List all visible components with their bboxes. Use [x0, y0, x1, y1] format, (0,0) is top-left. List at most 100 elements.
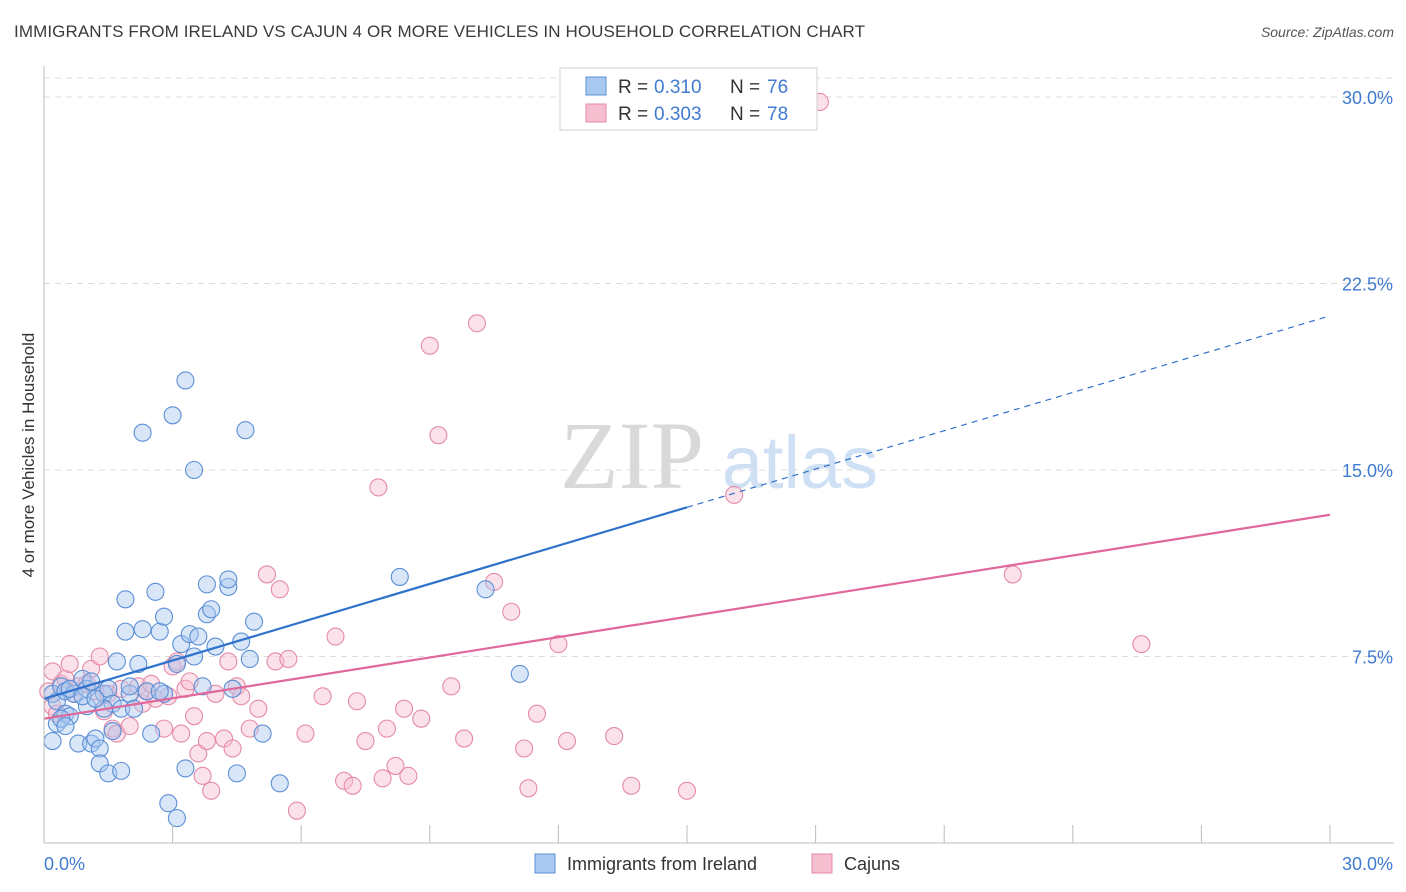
cajun-point: [1003, 565, 1022, 584]
ireland-point: [253, 724, 272, 743]
cajun-point: [395, 699, 414, 718]
cajun-point: [279, 649, 298, 669]
axes-layer: [43, 66, 1394, 844]
cajun-point: [373, 769, 392, 788]
ireland-point: [86, 689, 105, 708]
ireland-point: [69, 734, 88, 753]
legend-top: R = 0.310 N = 76 R = 0.303 N = 78: [559, 67, 818, 131]
ireland-point: [197, 575, 216, 594]
cajun-point: [326, 627, 345, 646]
bottom-legend-label-ireland: Immigrants from Ireland: [567, 854, 757, 874]
grid-layer: [44, 77, 1394, 657]
cajun-point: [557, 731, 577, 751]
ireland-point: [167, 809, 186, 828]
legend-bottom: Immigrants from Ireland Cajuns: [534, 853, 900, 874]
cajun-point: [549, 635, 568, 654]
cajun-point: [120, 717, 139, 736]
ireland-trend-line: [43, 506, 688, 700]
ireland-point: [176, 759, 195, 778]
tick-labels: 7.5% 15.0% 22.5% 30.0% 0.0% 30.0%: [44, 88, 1393, 874]
bottom-legend-swatch-ireland: [534, 853, 556, 874]
ireland-point: [510, 664, 529, 683]
cajun-trend-line: [43, 513, 1331, 720]
ireland-point: [476, 580, 495, 599]
ireland-point: [163, 406, 182, 425]
cajun-point: [219, 652, 238, 671]
ireland-point: [150, 622, 169, 641]
cajun-point: [197, 731, 216, 751]
ireland-point: [150, 682, 169, 701]
ireland-point: [154, 607, 174, 626]
chart-title: IMMIGRANTS FROM IRELAND VS CAJUN 4 OR MO…: [14, 22, 866, 41]
cajun-point: [184, 707, 204, 726]
ireland-point: [227, 764, 246, 783]
legend-r-label-1: R =: [618, 77, 648, 98]
cajun-point: [515, 739, 534, 758]
ireland-point: [193, 677, 212, 696]
ireland-point: [133, 423, 152, 442]
cajun-point: [257, 565, 276, 584]
legend-n-value-1: 76: [767, 77, 788, 98]
watermark-zip: ZIP: [560, 402, 704, 509]
x-tick-label: 0.0%: [44, 854, 85, 874]
cajun-point: [455, 729, 474, 748]
cajun-point: [399, 766, 418, 785]
cajun-point: [442, 677, 461, 696]
legend-swatch-ireland: [585, 76, 607, 96]
cajun-point: [202, 781, 221, 800]
cajun-point: [467, 314, 487, 333]
cajun-point: [386, 756, 405, 775]
ireland-point: [116, 590, 135, 609]
x-tick-label: 30.0%: [1342, 854, 1393, 874]
cajun-point: [677, 781, 697, 800]
ireland-point: [133, 620, 152, 639]
ireland-point: [43, 731, 62, 751]
cajun-point: [605, 727, 624, 746]
y-tick-label: 22.5%: [1342, 275, 1393, 295]
bottom-legend-label-cajun: Cajuns: [844, 854, 900, 874]
cajun-point: [420, 336, 439, 355]
trend-lines: [43, 315, 1331, 720]
cajun-point: [313, 687, 332, 706]
ireland-point: [129, 654, 148, 674]
ireland-points: [43, 371, 529, 828]
cajun-point: [249, 699, 268, 718]
cajun-point: [369, 478, 388, 497]
ireland-point: [240, 649, 259, 669]
cajun-point: [223, 739, 242, 758]
ireland-point: [142, 724, 161, 743]
bottom-legend-swatch-cajun: [811, 853, 833, 874]
legend-n-label-1: N =: [730, 77, 760, 98]
cajun-point: [519, 779, 538, 798]
ireland-point: [107, 652, 126, 671]
cajun-point: [527, 704, 547, 723]
ireland-point: [103, 722, 122, 741]
watermark: ZIP atlas: [560, 402, 878, 509]
legend-r-value-2: 0.303: [654, 104, 702, 125]
cajun-point: [172, 724, 191, 743]
legend-n-label-2: N =: [730, 104, 760, 125]
cajun-point: [1132, 635, 1151, 654]
ireland-point: [56, 717, 75, 736]
cajun-point: [622, 776, 641, 795]
cajun-point: [270, 580, 289, 599]
cajun-point: [347, 692, 366, 711]
cajun-point: [296, 724, 315, 743]
cajun-point: [189, 744, 208, 763]
watermark-atlas: atlas: [722, 421, 878, 504]
ireland-point: [219, 577, 238, 596]
cajun-point: [343, 776, 362, 795]
ireland-point: [86, 729, 105, 748]
cajun-point: [193, 766, 212, 785]
legend-r-value-1: 0.310: [654, 77, 702, 98]
cajun-point: [90, 647, 109, 666]
legend-r-label-2: R =: [618, 104, 648, 125]
cajun-point: [429, 426, 448, 445]
cajun-point: [412, 709, 431, 728]
ireland-point: [206, 637, 225, 656]
cajun-point: [502, 602, 521, 621]
cajun-point: [377, 719, 396, 738]
ireland-point: [236, 421, 255, 440]
cajun-point: [356, 731, 375, 751]
ireland-point: [116, 622, 135, 641]
